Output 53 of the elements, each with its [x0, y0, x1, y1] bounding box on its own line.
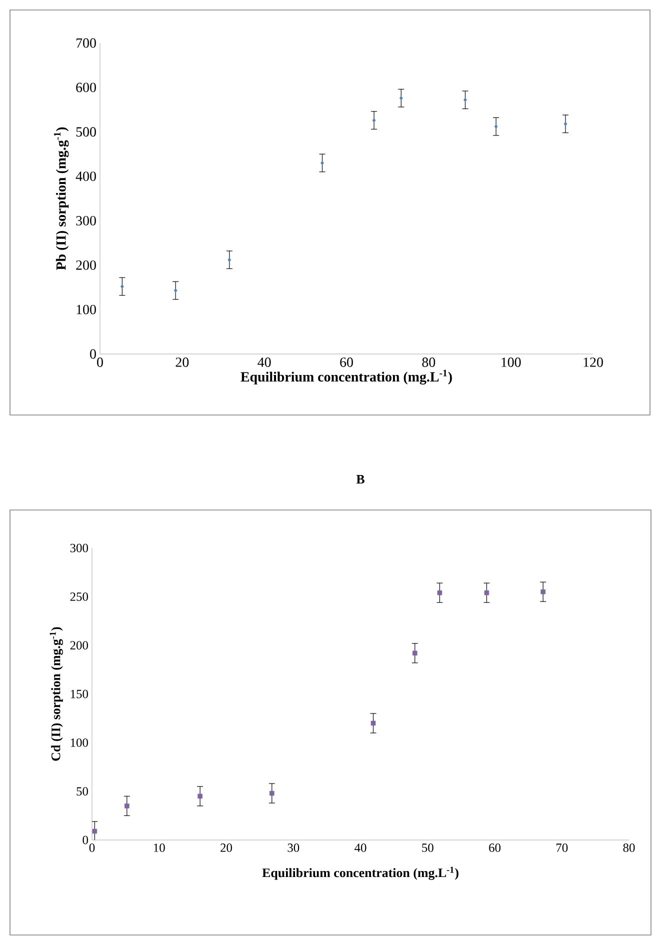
point: [494, 124, 498, 129]
x-tick-label: 0: [97, 358, 103, 367]
x-tick-label: 40: [258, 358, 271, 367]
y-tick-label: 250: [70, 592, 88, 601]
x-tick-label: 10: [154, 844, 165, 852]
x-tick-label: 80: [422, 358, 436, 367]
y-axis-title: Cd (II) sorption (mg.g$^{-1}$): [50, 627, 63, 761]
point: [437, 590, 442, 596]
point: [412, 650, 418, 656]
point: [320, 160, 324, 166]
y-axis-title: Pb (II) sorption (mg.g$^{-1}$): [54, 127, 69, 270]
point: [399, 96, 403, 100]
y-tick-label: 600: [76, 82, 96, 92]
y-tick-label: 400: [76, 172, 96, 182]
point: [120, 284, 124, 289]
y-tick-label: 150: [70, 690, 88, 698]
y-tick-label: 300: [70, 544, 88, 552]
x-axis-title: Equilibrium concentration (mg.L$^{-1}$): [240, 370, 452, 385]
y-tick-label: 500: [76, 127, 96, 137]
point: [174, 288, 178, 293]
point: [269, 790, 274, 796]
x-tick-label: 100: [502, 358, 521, 367]
point: [370, 720, 376, 726]
point: [464, 98, 467, 102]
y-tick-label: 100: [70, 738, 88, 747]
x-tick-label: 70: [556, 844, 568, 852]
y-tick-label: 0: [82, 836, 88, 844]
chart-title: B: [356, 474, 364, 484]
point: [198, 794, 202, 799]
x-tick-label: 60: [489, 844, 500, 852]
x-tick-label: 50: [422, 844, 434, 852]
point: [92, 828, 98, 834]
point: [372, 118, 376, 123]
x-tick-label: 40: [354, 844, 366, 852]
x-tick-label: 20: [220, 844, 232, 852]
y-tick-label: 100: [76, 304, 96, 314]
point: [484, 590, 490, 596]
point: [540, 589, 546, 594]
x-tick-label: 20: [176, 358, 189, 367]
y-tick-label: 200: [70, 641, 88, 650]
point: [228, 258, 232, 262]
y-tick-label: 0: [90, 349, 96, 359]
y-tick-label: 200: [76, 260, 96, 270]
point: [124, 804, 130, 808]
point: [564, 122, 568, 126]
x-tick-label: 30: [288, 844, 300, 852]
y-tick-label: 300: [76, 216, 96, 226]
x-axis-title: Equilibrium concentration (mg.L$^{-1}$): [262, 866, 458, 880]
x-tick-label: 60: [340, 358, 353, 367]
x-tick-label: 80: [623, 844, 635, 852]
y-tick-label: 700: [76, 38, 96, 48]
x-tick-label: 120: [584, 358, 603, 367]
y-tick-label: 50: [76, 787, 88, 796]
